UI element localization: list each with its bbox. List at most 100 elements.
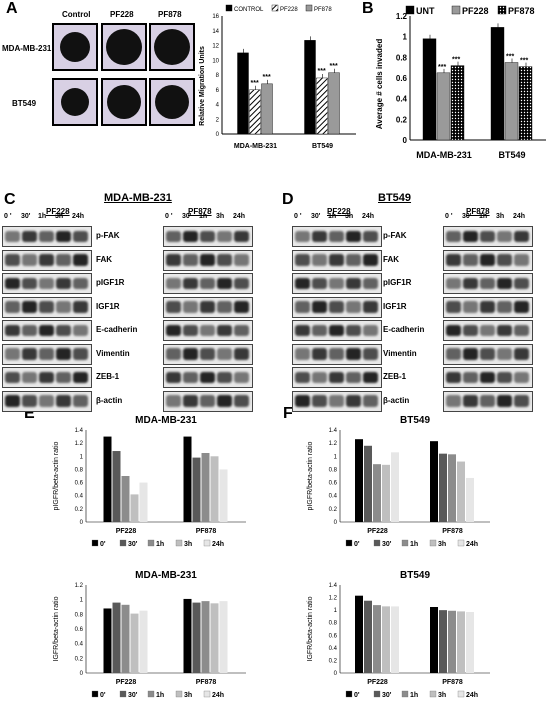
band: [73, 371, 88, 384]
bar: [422, 38, 437, 141]
band: [312, 254, 327, 266]
band: [5, 230, 20, 243]
band: [5, 324, 20, 337]
band: [56, 371, 71, 384]
legend-swatch: [203, 539, 211, 547]
tick-label: 0.2: [75, 507, 84, 513]
blot-strip--actin: [292, 390, 382, 412]
legend-label: 3h: [438, 692, 446, 699]
blot-d-title: BT549: [378, 192, 412, 204]
band: [73, 254, 88, 266]
row-label-bt549: BT549: [12, 99, 37, 108]
bar: [373, 605, 381, 673]
panel-label-a: A: [6, 0, 18, 17]
band: [22, 277, 37, 290]
band: [166, 324, 181, 337]
band: [166, 395, 181, 407]
band: [73, 230, 88, 243]
band: [346, 254, 361, 266]
chart-title: MDA-MB-231: [135, 570, 197, 581]
y-axis-label: Average # cells invaded: [375, 39, 384, 130]
band: [329, 277, 344, 290]
panel-label-f: F: [283, 405, 293, 422]
bar: [316, 77, 328, 135]
tick-label: 1: [403, 33, 408, 42]
panel-label-d: D: [282, 191, 294, 208]
band: [39, 348, 54, 360]
legend-swatch: [429, 539, 437, 547]
band: [234, 324, 249, 337]
band: [39, 230, 54, 243]
band: [183, 324, 198, 337]
category-label: PF878: [196, 679, 217, 686]
band: [217, 324, 232, 337]
band: [497, 324, 512, 337]
tick-label: 16: [212, 14, 219, 20]
band: [234, 277, 249, 290]
blot-strip-pigf1r: [292, 273, 382, 294]
band: [73, 301, 88, 313]
blot-strip-vimentin: [163, 343, 253, 365]
tick-label: 0.2: [396, 115, 408, 124]
blot-strip-e-cadherin: [292, 320, 382, 341]
band: [514, 395, 529, 407]
band: [39, 254, 54, 266]
band: [480, 324, 495, 337]
significance-marker: ***: [506, 54, 514, 61]
bar: [139, 482, 148, 522]
band: [22, 348, 37, 360]
band: [39, 371, 54, 384]
band: [363, 277, 378, 290]
band: [446, 348, 461, 360]
band: [5, 371, 20, 384]
band: [166, 301, 181, 313]
bar: [237, 52, 249, 135]
band: [166, 371, 181, 384]
tick-label: 8: [216, 73, 220, 79]
band: [312, 324, 327, 337]
legend-label: PF878: [314, 7, 332, 13]
band: [234, 348, 249, 360]
protein-label: E-cadherin: [383, 325, 425, 334]
protein-label: IGF1R: [383, 301, 407, 311]
bar: [121, 476, 130, 522]
band: [480, 277, 495, 290]
tick-label: 10: [212, 58, 219, 64]
legend-swatch: [373, 690, 381, 698]
band: [312, 301, 327, 313]
band: [22, 395, 37, 407]
time-label: 1h: [38, 213, 47, 220]
band: [329, 371, 344, 384]
band: [22, 371, 37, 384]
chart-b-invasion: 0 0.2 0.4 0.6 0.8 1 1.2 MDA-MB-231 *** *** BT549 **…: [375, 5, 546, 160]
band: [200, 277, 215, 290]
bar: [466, 477, 474, 522]
bar: [391, 606, 399, 673]
chart-a-migration: 0 2 4 6 8 10 12 14 16 MDA-MB-231 *** *** BT549 *** ***…: [199, 4, 356, 150]
tick-label: 1: [334, 454, 338, 460]
band: [463, 324, 478, 337]
tick-label: 1: [334, 608, 338, 614]
band: [217, 230, 232, 243]
blot-strip-fak: [292, 249, 382, 271]
band: [480, 301, 495, 313]
band: [5, 395, 20, 407]
legend-label: UNT: [416, 6, 435, 16]
blot-c-left-drug: PF228: [46, 207, 70, 216]
band: [217, 395, 232, 407]
blot-strip-vimentin: [2, 343, 92, 365]
band: [295, 230, 310, 243]
significance-marker: ***: [330, 63, 338, 70]
protein-label: IGF1R: [96, 301, 120, 311]
bar: [364, 445, 372, 522]
row-label-mda: MDA-MB-231: [2, 44, 52, 53]
band: [183, 254, 198, 266]
bar: [391, 452, 399, 522]
bar: [328, 72, 340, 135]
bar: [183, 436, 192, 522]
band: [363, 230, 378, 243]
band: [514, 254, 529, 266]
legend-label: 24h: [212, 692, 224, 699]
band: [73, 395, 88, 407]
tick-label: 0.8: [329, 467, 338, 473]
